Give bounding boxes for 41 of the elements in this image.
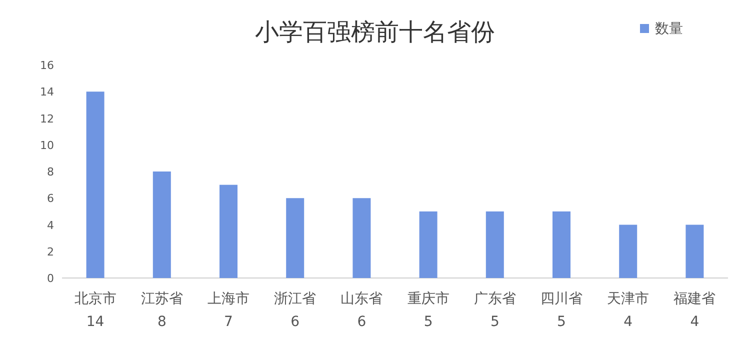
bar — [419, 211, 438, 278]
bar — [619, 224, 638, 278]
y-tick-label: 8 — [47, 166, 54, 178]
data-label: 14 — [86, 314, 104, 330]
x-tick-label: 福建省 — [674, 291, 716, 307]
y-tick-label: 6 — [47, 192, 54, 206]
y-tick-label: 12 — [40, 112, 54, 126]
y-tick-label: 16 — [40, 59, 54, 72]
chart-title: 小学百强榜前十名省份 — [255, 20, 495, 46]
x-tick-label: 重庆市 — [407, 291, 450, 307]
x-tick-label: 上海市 — [208, 291, 250, 307]
bar — [152, 172, 171, 278]
legend-label: 数量 — [655, 21, 683, 37]
x-tick-label: 北京市 — [74, 291, 116, 307]
bar — [86, 92, 104, 278]
y-tick-label: 4 — [47, 218, 54, 232]
data-label: 5 — [490, 314, 500, 330]
y-tick-label: 10 — [40, 138, 54, 152]
data-label: 5 — [424, 314, 433, 330]
x-tick-label: 山东省 — [340, 291, 383, 307]
y-tick-label: 2 — [47, 245, 54, 258]
bar — [486, 211, 504, 278]
data-label: 4 — [690, 314, 700, 330]
data-label: 6 — [290, 314, 300, 330]
bar — [552, 211, 570, 278]
bar — [220, 184, 238, 278]
y-tick-label: 0 — [47, 272, 54, 285]
x-tick-label: 四川省 — [540, 291, 582, 307]
x-tick-label: 天津市 — [607, 291, 650, 307]
x-tick-label: 广东省 — [474, 291, 516, 307]
data-label: 5 — [557, 314, 566, 330]
data-label: 4 — [624, 314, 633, 330]
data-label: 6 — [357, 314, 366, 330]
bar — [686, 224, 704, 278]
x-tick-label: 浙江省 — [274, 291, 316, 307]
data-label: 8 — [157, 314, 166, 330]
data-label: 7 — [224, 314, 233, 330]
y-tick-label: 14 — [40, 86, 54, 99]
x-tick-label: 江苏省 — [140, 291, 183, 307]
bar — [352, 198, 371, 278]
bar — [286, 198, 304, 278]
